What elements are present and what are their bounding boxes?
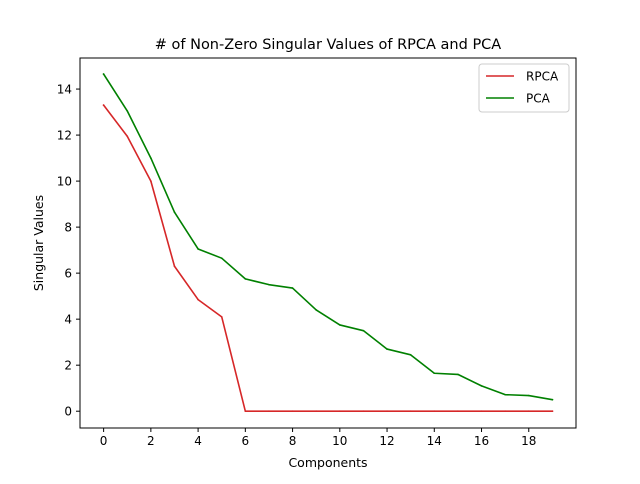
x-tick-label: 10 xyxy=(332,434,347,448)
series-line-rpca xyxy=(102,104,554,413)
data-point-pca xyxy=(291,287,294,289)
data-point-pca xyxy=(268,283,270,286)
y-tick-label: 6 xyxy=(64,267,72,281)
x-tick-label: 12 xyxy=(379,434,394,448)
data-point-rpca xyxy=(527,410,530,413)
data-point-pca xyxy=(339,324,341,326)
x-tick-label: 8 xyxy=(289,434,297,448)
data-point-rpca xyxy=(268,410,270,413)
data-point-rpca xyxy=(339,410,341,413)
y-axis-label: Singular Values xyxy=(31,195,46,291)
data-point-rpca xyxy=(102,104,105,106)
x-tick-label: 6 xyxy=(242,434,250,448)
y-tick-label: 8 xyxy=(64,221,72,235)
data-point-pca xyxy=(527,394,530,397)
y-tick-label: 12 xyxy=(57,129,72,143)
data-point-pca xyxy=(480,385,483,387)
x-tick-label: 2 xyxy=(147,434,155,448)
data-point-pca xyxy=(504,393,506,396)
data-point-pca xyxy=(244,278,247,280)
data-point-rpca xyxy=(126,135,129,138)
data-point-pca xyxy=(433,372,436,375)
data-point-pca xyxy=(102,73,105,75)
data-point-pca xyxy=(315,309,317,311)
x-tick-label: 14 xyxy=(427,434,442,448)
y-tick-label: 10 xyxy=(57,175,72,189)
x-tick-label: 4 xyxy=(194,434,202,448)
data-point-rpca xyxy=(197,298,199,301)
y-tick-label: 0 xyxy=(64,405,72,419)
data-point-rpca xyxy=(457,410,459,413)
data-point-rpca xyxy=(480,410,483,413)
data-point-rpca xyxy=(173,265,176,268)
legend: RPCA PCA xyxy=(478,63,570,113)
y-tick-label: 4 xyxy=(64,313,72,327)
data-point-rpca xyxy=(150,180,152,182)
data-point-rpca xyxy=(386,410,388,413)
data-point-pca xyxy=(362,329,365,332)
data-point-rpca xyxy=(504,410,506,413)
legend-label-pca: PCA xyxy=(526,92,551,106)
chart-title: # of Non-Zero Singular Values of RPCA an… xyxy=(155,37,502,53)
x-tick-label: 18 xyxy=(521,434,536,448)
data-point-pca xyxy=(197,248,199,250)
data-point-rpca xyxy=(551,410,554,413)
data-point-rpca xyxy=(433,410,436,413)
data-point-rpca xyxy=(315,410,317,413)
y-axis: 0 2 4 6 8 10 12 14 xyxy=(57,83,80,419)
y-tick-label: 14 xyxy=(57,83,72,97)
plot-area xyxy=(102,73,554,413)
plot-frame xyxy=(79,57,577,429)
data-point-pca xyxy=(220,257,223,259)
data-point-pca xyxy=(551,398,554,401)
data-point-rpca xyxy=(244,410,247,413)
data-point-rpca xyxy=(291,410,294,413)
data-point-rpca xyxy=(220,316,223,318)
x-tick-label: 0 xyxy=(100,434,108,448)
data-point-rpca xyxy=(409,410,412,413)
series-line-pca xyxy=(102,73,554,401)
x-axis-label: Components xyxy=(288,455,367,470)
data-point-pca xyxy=(173,211,176,213)
x-tick-label: 16 xyxy=(474,434,489,448)
y-tick-label: 2 xyxy=(64,359,72,373)
data-point-pca xyxy=(126,110,129,112)
x-axis: 0 2 4 6 8 10 12 14 16 18 xyxy=(100,428,536,448)
legend-label-rpca: RPCA xyxy=(526,70,559,84)
data-point-rpca xyxy=(362,410,365,413)
data-point-pca xyxy=(457,373,459,376)
data-point-pca xyxy=(150,157,152,159)
data-point-pca xyxy=(409,354,412,356)
data-point-pca xyxy=(386,348,388,350)
